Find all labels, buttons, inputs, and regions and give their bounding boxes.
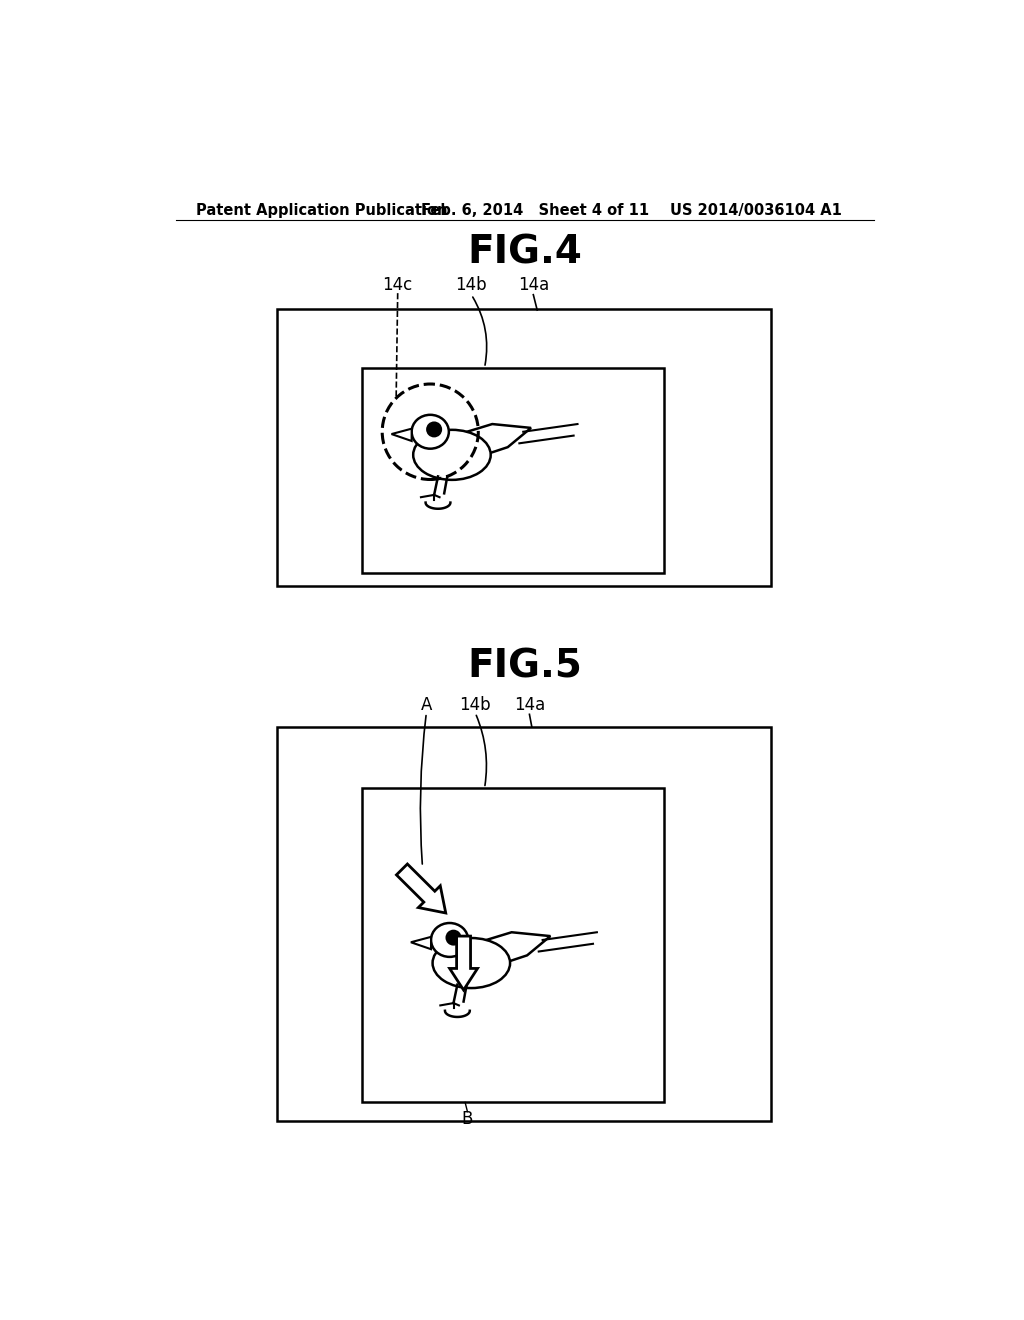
Polygon shape (391, 429, 412, 441)
Text: FIG.4: FIG.4 (467, 234, 583, 272)
Ellipse shape (412, 414, 449, 449)
Text: 14c: 14c (383, 276, 413, 294)
Text: 14a: 14a (514, 696, 545, 714)
Polygon shape (411, 937, 431, 949)
Circle shape (427, 422, 441, 437)
Bar (362, 788, 665, 1102)
Text: 14a: 14a (518, 276, 549, 294)
FancyArrow shape (450, 936, 477, 990)
Text: US 2014/0036104 A1: US 2014/0036104 A1 (671, 203, 843, 218)
Ellipse shape (414, 430, 490, 480)
Circle shape (446, 931, 461, 945)
Polygon shape (442, 424, 531, 459)
Ellipse shape (431, 923, 468, 957)
Text: 14b: 14b (456, 276, 487, 294)
Text: A: A (421, 696, 432, 714)
Text: 14b: 14b (460, 696, 492, 714)
Text: B: B (462, 1110, 473, 1129)
Text: Patent Application Publication: Patent Application Publication (197, 203, 447, 218)
Bar (362, 368, 665, 573)
Polygon shape (461, 932, 550, 966)
Text: FIG.5: FIG.5 (467, 648, 583, 685)
FancyArrow shape (396, 865, 445, 913)
Ellipse shape (432, 939, 510, 989)
Bar (276, 309, 771, 586)
Text: Feb. 6, 2014   Sheet 4 of 11: Feb. 6, 2014 Sheet 4 of 11 (421, 203, 649, 218)
Bar (276, 726, 771, 1121)
